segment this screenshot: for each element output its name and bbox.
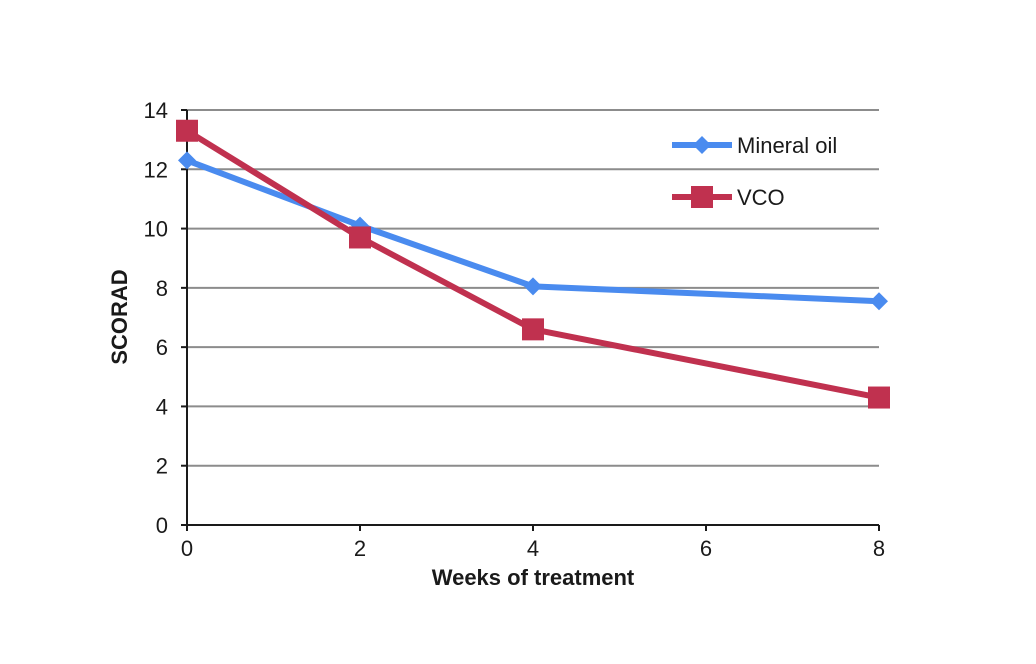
legend: Mineral oil VCO: [672, 133, 837, 210]
series-line-vco: [184, 127, 882, 401]
y-tick-label-2: 2: [156, 454, 168, 479]
x-tick-label-0: 0: [181, 536, 193, 561]
x-tick-label-4: 4: [527, 536, 539, 561]
legend-label-mineral-oil: Mineral oil: [737, 133, 837, 158]
y-tick-label-10: 10: [144, 217, 168, 242]
y-tick-label-4: 4: [156, 394, 168, 419]
x-axis-title: Weeks of treatment: [432, 565, 635, 590]
y-tick-label-6: 6: [156, 335, 168, 360]
y-tick-label-8: 8: [156, 276, 168, 301]
data-point-vco-8: [868, 386, 890, 409]
y-axis-title: SCORAD: [107, 269, 132, 364]
legend-label-vco: VCO: [737, 185, 785, 210]
series-group: [176, 119, 890, 409]
series-vco: [176, 119, 890, 409]
legend-marker-mineral-oil: [693, 136, 711, 154]
axes: [181, 109, 880, 531]
legend-item-vco: VCO: [672, 185, 785, 210]
gridlines: [187, 109, 879, 467]
data-point-vco-4: [522, 318, 544, 341]
data-point-mineral-oil-4: [524, 277, 542, 296]
series-line-mineral-oil: [184, 157, 882, 305]
x-tick-label-2: 2: [354, 536, 366, 561]
x-tick-labels: 0 2 4 6 8: [181, 536, 885, 561]
x-tick-label-6: 6: [700, 536, 712, 561]
legend-marker-vco: [691, 186, 713, 208]
data-point-vco-0: [176, 119, 198, 142]
data-point-mineral-oil-8: [870, 292, 888, 311]
data-point-mineral-oil-0: [178, 151, 196, 170]
series-mineral-oil: [178, 151, 888, 311]
y-tick-label-0: 0: [156, 513, 168, 538]
data-point-vco-2: [349, 226, 371, 249]
y-tick-labels: 0 2 4 6 8 10 12 14: [144, 98, 168, 538]
y-tick-label-14: 14: [144, 98, 168, 123]
legend-item-mineral-oil: Mineral oil: [672, 133, 837, 158]
x-tick-label-8: 8: [873, 536, 885, 561]
y-tick-label-12: 12: [144, 157, 168, 182]
